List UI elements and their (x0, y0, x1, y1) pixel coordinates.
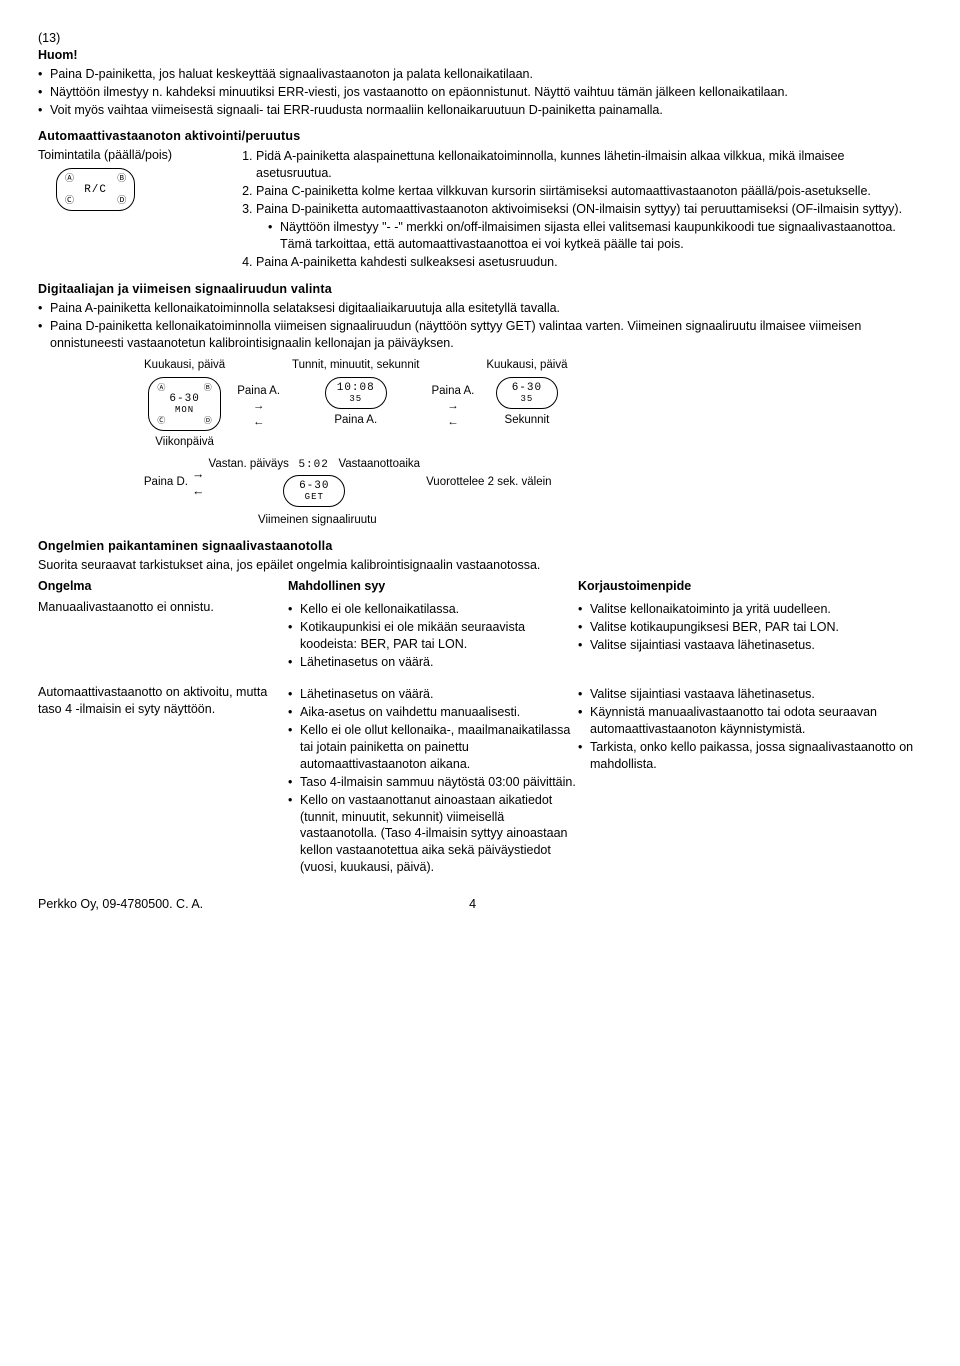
diag-vastaanottoaika: Vastaanottoaika (338, 458, 420, 470)
list-item: Valitse sijaintiasi vastaava lähetinaset… (578, 637, 922, 654)
list-item: Käynnistä manuaalivastaanotto tai odota … (578, 704, 922, 738)
list-item: Tarkista, onko kello paikassa, jossa sig… (578, 739, 922, 773)
diag-caption-sekunnit: Sekunnit (505, 413, 550, 429)
t1-c3-list: Valitse kellonaikatoiminto ja yritä uude… (578, 601, 922, 654)
list-item: Lähetinasetus on väärä. (288, 686, 578, 703)
list-item: Kello ei ole ollut kellonaika-, maailman… (288, 722, 578, 773)
diag-paina-a-mid: Paina A. (334, 413, 377, 429)
diag-paina-d: Paina D. (138, 475, 188, 491)
screen-flow-diagram: Kuukausi, päivä Ⓐ Ⓑ 6-30 MON Ⓒ Ⓓ Viikonp… (138, 358, 922, 528)
diag-paina-a-1: Paina A. (237, 384, 280, 400)
diag-label-tunnit: Tunnit, minuutit, sekunnit (292, 358, 419, 374)
page-footer: Perkko Oy, 09-4780500. C. A. 4 (38, 896, 922, 913)
arrow-icon: →← (192, 466, 205, 500)
lcd-seg-502: 5:02 (298, 459, 328, 471)
diag-label-kuukausi1: Kuukausi, päivä (144, 358, 225, 374)
huom-list: Paina D-painiketta, jos haluat keskeyttä… (38, 66, 922, 119)
diag-paina-a-2: Paina A. (431, 384, 474, 400)
list-item: Valitse kellonaikatoiminto ja yritä uude… (578, 601, 922, 618)
auto-sub-bullet: Näyttöön ilmestyy "- -" merkki on/off-il… (268, 219, 922, 253)
list-item: Kotikaupunkisi ei ole mikään seuraavista… (288, 619, 578, 653)
lcd-box-2: 10:08 35 (325, 377, 387, 409)
ongelma-intro: Suorita seuraavat tarkistukset aina, jos… (38, 557, 922, 574)
t1-c2-list: Kello ei ole kellonaikatilassa. Kotikaup… (288, 601, 578, 671)
auto-steps: Pidä A-painiketta alaspainettuna kellona… (238, 148, 922, 270)
lcd-box-get: 6-30 GET (283, 475, 345, 507)
footer-page-number: 4 (203, 896, 742, 913)
auto-step: Pidä A-painiketta alaspainettuna kellona… (256, 148, 922, 182)
troubleshoot-row-1: Manuaalivastaanotto ei onnistu. Kello ei… (38, 599, 922, 673)
list-item: Valitse kotikaupungiksesi BER, PAR tai L… (578, 619, 922, 636)
auto-left-col: Toimintatila (päällä/pois) Ⓐ Ⓑ R/C Ⓒ Ⓓ (38, 147, 238, 271)
auto-title: Automaattivastaanoton aktivointi/peruutu… (38, 128, 922, 145)
ongelma-title: Ongelmien paikantaminen signaalivastaano… (38, 538, 922, 555)
huom-title: Huom! (38, 48, 78, 62)
diag-caption-viikonpaiva: Viikonpäivä (155, 435, 214, 451)
lcd-box-1: Ⓐ Ⓑ 6-30 MON Ⓒ Ⓓ (148, 377, 220, 431)
th-korjaus: Korjaustoimenpide (578, 578, 922, 595)
auto-step: Paina A-painiketta kahdesti sulkeaksesi … (256, 254, 922, 271)
footer-company: Perkko Oy, 09-4780500. C. A. (38, 896, 203, 913)
arrow-icon: →← (253, 399, 265, 430)
huom-item: Näyttöön ilmestyy n. kahdeksi minuutiksi… (38, 84, 922, 101)
auto-step: Paina D-painiketta automaattivastaanoton… (256, 201, 922, 253)
t1-c1: Manuaalivastaanotto ei onnistu. (38, 599, 288, 616)
t2-c2-list: Lähetinasetus on väärä. Aika-asetus on v… (288, 686, 578, 876)
list-item: Lähetinasetus on väärä. (288, 654, 578, 671)
diag-vuorottelee: Vuorottelee 2 sek. välein (426, 475, 552, 491)
toimintatila-label: Toimintatila (päällä/pois) (38, 147, 238, 164)
digi-item: Paina A-painiketta kellonaikatoiminnolla… (38, 300, 922, 317)
auto-content-row: Toimintatila (päällä/pois) Ⓐ Ⓑ R/C Ⓒ Ⓓ P… (38, 147, 922, 271)
huom-item: Voit myös vaihtaa viimeisestä signaali- … (38, 102, 922, 119)
th-syy: Mahdollinen syy (288, 578, 578, 595)
auto-right-col: Pidä A-painiketta alaspainettuna kellona… (238, 147, 922, 271)
list-item: Taso 4-ilmaisin sammuu näytöstä 03:00 pä… (288, 774, 578, 791)
th-ongelma: Ongelma (38, 578, 288, 595)
diag-vastan: Vastan. päiväys (209, 458, 289, 470)
digi-list: Paina A-painiketta kellonaikatoiminnolla… (38, 300, 922, 352)
list-item: Aika-asetus on vaihdettu manuaalisesti. (288, 704, 578, 721)
lcd-diagram-rc: Ⓐ Ⓑ R/C Ⓒ Ⓓ (56, 168, 135, 211)
diag-label-kuukausi2: Kuukausi, päivä (486, 358, 567, 374)
list-item: Valitse sijaintiasi vastaava lähetinaset… (578, 686, 922, 703)
page-number-paren: (13) (38, 30, 922, 47)
lcd-box-3: 6-30 35 (496, 377, 558, 409)
troubleshoot-row-2: Automaattivastaanotto on aktivoitu, mutt… (38, 684, 922, 878)
troubleshoot-header-row: Ongelma Mahdollinen syy Korjaustoimenpid… (38, 578, 922, 595)
arrow-icon: →← (447, 399, 459, 430)
digi-title: Digitaaliajan ja viimeisen signaaliruudu… (38, 281, 922, 298)
t2-c1: Automaattivastaanotto on aktivoitu, mutt… (38, 684, 288, 718)
t2-c3-list: Valitse sijaintiasi vastaava lähetinaset… (578, 686, 922, 772)
auto-step: Paina C-painiketta kolme kertaa vilkkuva… (256, 183, 922, 200)
list-item: Kello ei ole kellonaikatilassa. (288, 601, 578, 618)
huom-item: Paina D-painiketta, jos haluat keskeyttä… (38, 66, 922, 83)
diag-viimeinen: Viimeinen signaaliruutu (258, 513, 922, 529)
digi-item: Paina D-painiketta kellonaikatoiminnolla… (38, 318, 922, 352)
list-item: Kello on vastaanottanut ainoastaan aikat… (288, 792, 578, 876)
